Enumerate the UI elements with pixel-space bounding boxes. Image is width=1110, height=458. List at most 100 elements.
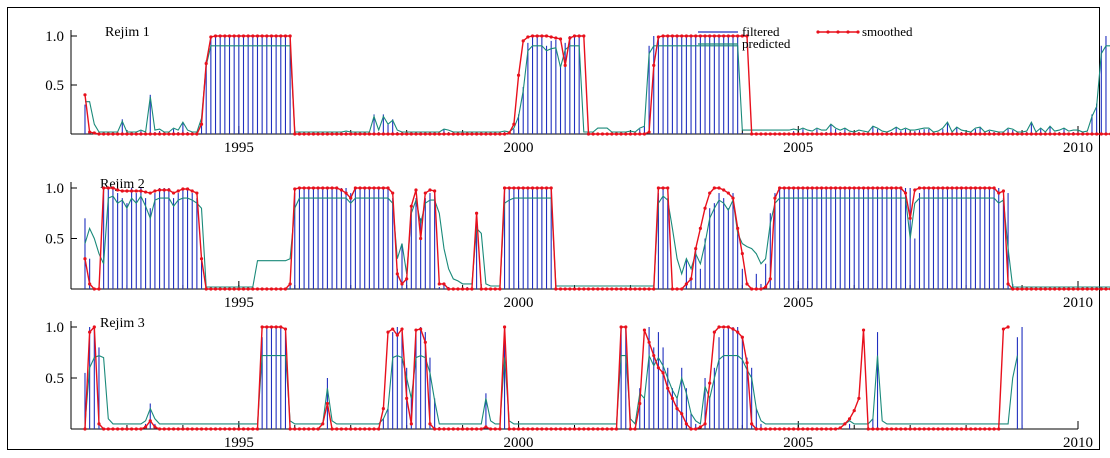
smoothed-point [386, 330, 390, 334]
smoothed-point [927, 186, 931, 190]
smoothed-point [516, 186, 521, 190]
smoothed-point [889, 132, 894, 136]
smoothed-point [106, 186, 110, 190]
smoothed-point [1034, 132, 1038, 136]
smoothed-point [498, 287, 502, 291]
smoothed-point [456, 427, 460, 431]
smoothed-point [209, 287, 213, 291]
smoothed-point [619, 132, 623, 136]
smoothed-point [134, 427, 138, 431]
smoothed-point [237, 427, 241, 431]
smoothed-point [297, 132, 302, 136]
smoothed-point [922, 186, 926, 190]
smoothed-point [633, 132, 637, 136]
y-tick-label: 0.5 [45, 371, 64, 387]
smoothed-point [712, 330, 716, 334]
smoothed-point [731, 196, 735, 200]
smoothed-point [959, 186, 964, 190]
smoothed-point [232, 427, 236, 431]
smoothed-point [689, 427, 693, 431]
smoothed-point [586, 427, 591, 431]
smoothed-point [596, 427, 600, 431]
smoothed-point [316, 427, 320, 431]
smoothed-point [833, 186, 838, 190]
smoothed-point [1095, 132, 1099, 136]
smoothed-point [125, 189, 129, 193]
smoothed-point [106, 427, 110, 431]
smoothed-point [255, 287, 260, 291]
smoothed-point [479, 132, 483, 136]
smoothed-point [586, 287, 591, 291]
smoothed-point [768, 132, 772, 136]
smoothed-point [577, 427, 581, 431]
smoothed-point [297, 186, 302, 190]
smoothed-point [624, 132, 628, 136]
smoothed-point [377, 132, 381, 136]
smoothed-point [544, 34, 549, 38]
smoothed-point [232, 287, 236, 291]
smoothed-point [120, 132, 124, 136]
smoothed-point [423, 132, 427, 136]
smoothed-point [572, 427, 577, 431]
smoothed-point [540, 427, 544, 431]
smoothed-point [992, 186, 996, 190]
smoothed-point [241, 34, 246, 38]
smoothed-point [773, 427, 777, 431]
smoothed-point [143, 425, 148, 429]
smoothed-point [83, 257, 87, 261]
smoothed-point [213, 34, 218, 38]
smoothed-point [251, 34, 255, 38]
smoothed-point [143, 190, 148, 194]
smoothed-point [829, 427, 833, 431]
smoothed-point [353, 186, 357, 190]
smoothed-point [526, 427, 530, 431]
smoothed-point [652, 287, 656, 291]
smoothed-point [162, 427, 166, 431]
smoothed-point [950, 132, 954, 136]
smoothed-point [414, 328, 418, 332]
smoothed-point [698, 425, 702, 429]
smoothed-point [861, 186, 866, 190]
smoothed-point [1099, 287, 1103, 291]
smoothed-point [171, 191, 176, 195]
smoothed-point [461, 427, 465, 431]
smoothed-point [111, 427, 115, 431]
smoothed-point [199, 257, 204, 261]
smoothed-point [349, 427, 353, 431]
smoothed-point [241, 427, 246, 431]
smoothed-point [819, 132, 824, 136]
smoothed-point [1067, 132, 1071, 136]
smoothed-point [577, 34, 581, 38]
smoothed-point [223, 287, 227, 291]
smoothed-point [456, 287, 460, 291]
smoothed-point [516, 427, 521, 431]
smoothed-point [88, 130, 92, 134]
smoothed-point [936, 132, 940, 136]
smoothed-point [922, 132, 926, 136]
smoothed-point [987, 427, 992, 431]
smoothed-point [218, 287, 222, 291]
smoothed-point [213, 287, 218, 291]
smoothed-point [978, 186, 982, 190]
smoothed-point [591, 427, 595, 431]
smoothed-point [955, 427, 959, 431]
smoothed-point [591, 287, 595, 291]
smoothed-point [1076, 132, 1080, 136]
smoothed-point [526, 35, 530, 39]
smoothed-point [400, 327, 404, 331]
smoothed-point [423, 191, 427, 195]
smoothed-point [689, 277, 693, 281]
smoothed-point [745, 34, 749, 38]
smoothed-point [680, 34, 684, 38]
smoothed-point [181, 132, 185, 136]
smoothed-point [353, 427, 357, 431]
smoothed-point [442, 427, 446, 431]
smoothed-point [563, 287, 567, 291]
smoothed-point [754, 287, 758, 291]
smoothed-point [540, 34, 544, 38]
smoothed-point [120, 427, 124, 431]
smoothed-point [633, 427, 637, 431]
smoothed-point [652, 63, 656, 67]
smoothed-point [181, 187, 185, 191]
smoothed-point [171, 427, 176, 431]
